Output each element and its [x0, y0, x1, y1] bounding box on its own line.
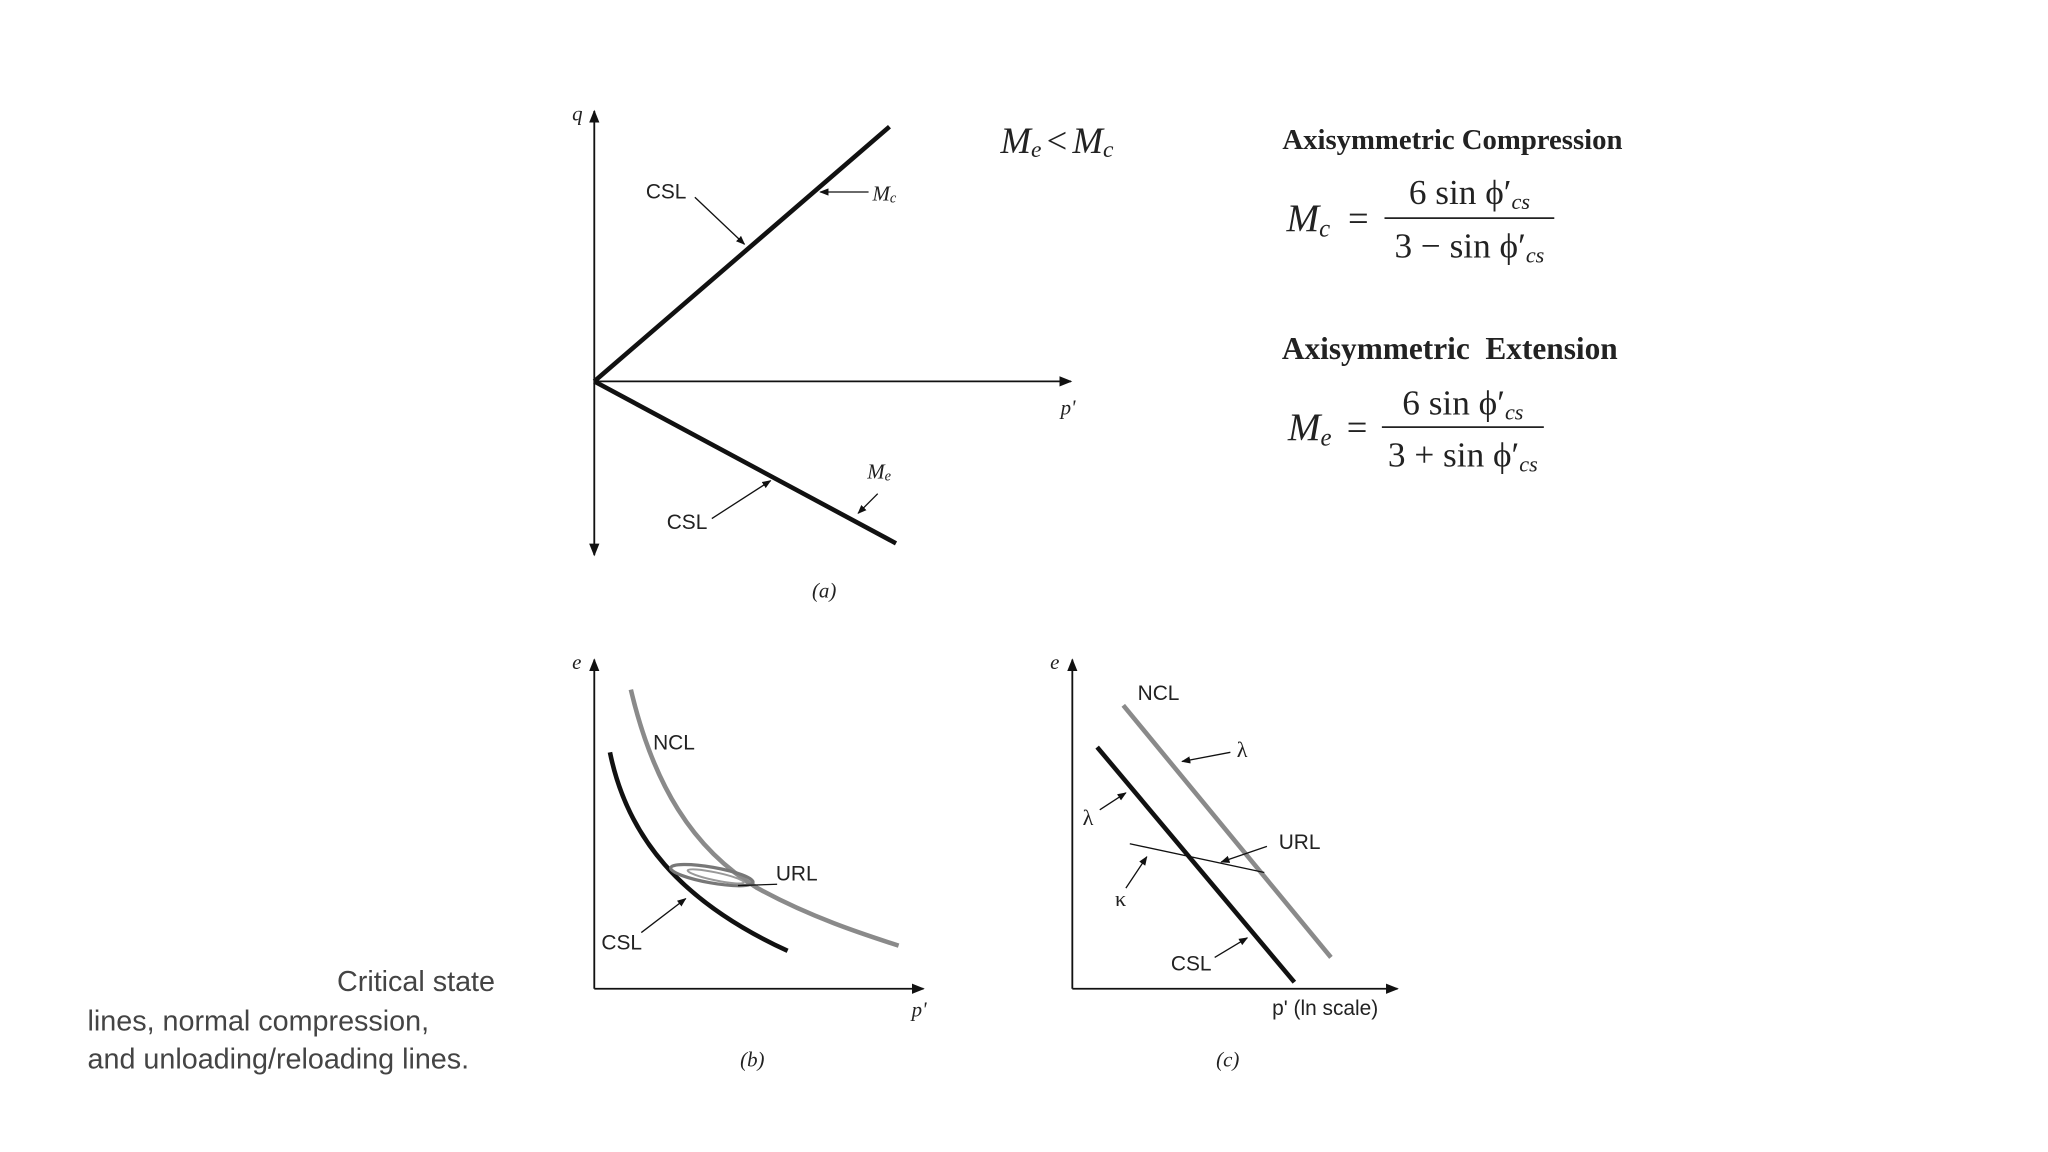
symbol: M	[866, 460, 886, 484]
symbol: M	[871, 181, 891, 205]
me-label: Me	[866, 460, 891, 485]
subscript: cs	[1511, 189, 1529, 214]
heading: Axisymmetric Extension	[1282, 331, 1618, 366]
subscript: e	[885, 469, 892, 485]
panel-c: e p' (ln scale) NCL λ λ URL κ CSL (c)	[1050, 650, 1399, 1071]
ncl-label: NCL	[1138, 682, 1180, 705]
lambda-label: λ	[1083, 805, 1094, 830]
numerator: 6 sin ϕ′cs	[1409, 173, 1530, 214]
p-label: p'	[910, 998, 927, 1022]
csl-extension	[593, 379, 898, 546]
expr: 3 − sin ϕ′	[1394, 226, 1525, 265]
panel-b: e p' NCL URL CSL (b)	[572, 650, 927, 1071]
subscript: e	[1031, 137, 1041, 163]
slide-caption: Critical state lines, normal compression…	[88, 966, 496, 1075]
pointer	[711, 480, 772, 520]
mc-label: Mc	[871, 181, 896, 206]
subscript: c	[1319, 215, 1330, 242]
panel-caption: (c)	[1216, 1047, 1239, 1071]
numerator: 6 sin ϕ′cs	[1402, 383, 1523, 424]
pointer	[1125, 856, 1148, 889]
ncl-label: NCL	[653, 732, 695, 755]
subscript: c	[1103, 137, 1114, 163]
url-line	[1129, 843, 1265, 874]
panel-caption: (a)	[812, 578, 836, 602]
pointer	[857, 493, 879, 514]
e-label: e	[572, 650, 581, 674]
subscript: c	[890, 191, 897, 207]
symbol: M	[1287, 406, 1323, 449]
denominator: 3 + sin ϕ′cs	[1388, 435, 1538, 476]
heading: Axisymmetric Compression	[1282, 124, 1622, 156]
equals: =	[1348, 198, 1369, 239]
pointer	[694, 196, 746, 245]
subscript: cs	[1505, 399, 1523, 424]
caption-line: and unloading/reloading lines.	[88, 1043, 470, 1075]
compression-formula: Axisymmetric Compression Mc = 6 sin ϕ′cs…	[1282, 124, 1622, 267]
q-label: q	[572, 102, 582, 126]
panel-caption: (b)	[740, 1047, 764, 1071]
lhs: Me	[1287, 406, 1332, 451]
pointer	[640, 898, 687, 934]
expr: 3 + sin ϕ′	[1388, 435, 1519, 474]
url-loop	[686, 868, 745, 885]
relation: Me < Mc	[999, 119, 1113, 163]
pointer	[1181, 751, 1231, 764]
denominator: 3 − sin ϕ′cs	[1394, 226, 1544, 267]
operator: <	[1047, 119, 1068, 160]
pointer	[1099, 792, 1127, 811]
p-label: p'	[1059, 396, 1076, 420]
csl-label: CSL	[1171, 952, 1212, 975]
csl-line	[1095, 745, 1297, 984]
ncl-line	[1121, 703, 1333, 959]
pointer	[1214, 937, 1249, 958]
subscript: cs	[1526, 242, 1544, 267]
symbol: M	[1071, 119, 1105, 160]
p-label: p' (ln scale)	[1272, 997, 1378, 1020]
csl-compression	[592, 124, 891, 384]
kappa-label: κ	[1115, 886, 1126, 911]
subscript: cs	[1519, 451, 1537, 476]
url-label: URL	[1279, 831, 1321, 854]
url-loop	[669, 862, 755, 888]
url-label: URL	[776, 862, 818, 885]
caption-line: Critical state	[337, 966, 495, 998]
equals: =	[1347, 407, 1368, 448]
lhs: Mc	[1286, 197, 1331, 242]
pointer	[737, 883, 778, 887]
csl-label: CSL	[601, 932, 642, 955]
ncl-curve	[628, 689, 900, 948]
panel-a: q p' CSL Mc Me CSL (a)	[572, 102, 1076, 603]
caption-line: lines, normal compression,	[88, 1005, 430, 1037]
expr: 6 sin ϕ′	[1409, 173, 1512, 212]
extension-formula: Axisymmetric Extension Me = 6 sin ϕ′cs 3…	[1282, 331, 1618, 476]
pointer	[1220, 845, 1268, 863]
lambda-label: λ	[1237, 737, 1248, 762]
expr: 6 sin ϕ′	[1402, 383, 1505, 422]
csl-label: CSL	[646, 181, 687, 204]
csl-curve	[607, 751, 789, 953]
e-label: e	[1050, 650, 1059, 674]
subscript: e	[1320, 424, 1331, 451]
symbol: M	[999, 119, 1033, 160]
csl-label: CSL	[667, 511, 708, 534]
symbol: M	[1286, 197, 1322, 240]
